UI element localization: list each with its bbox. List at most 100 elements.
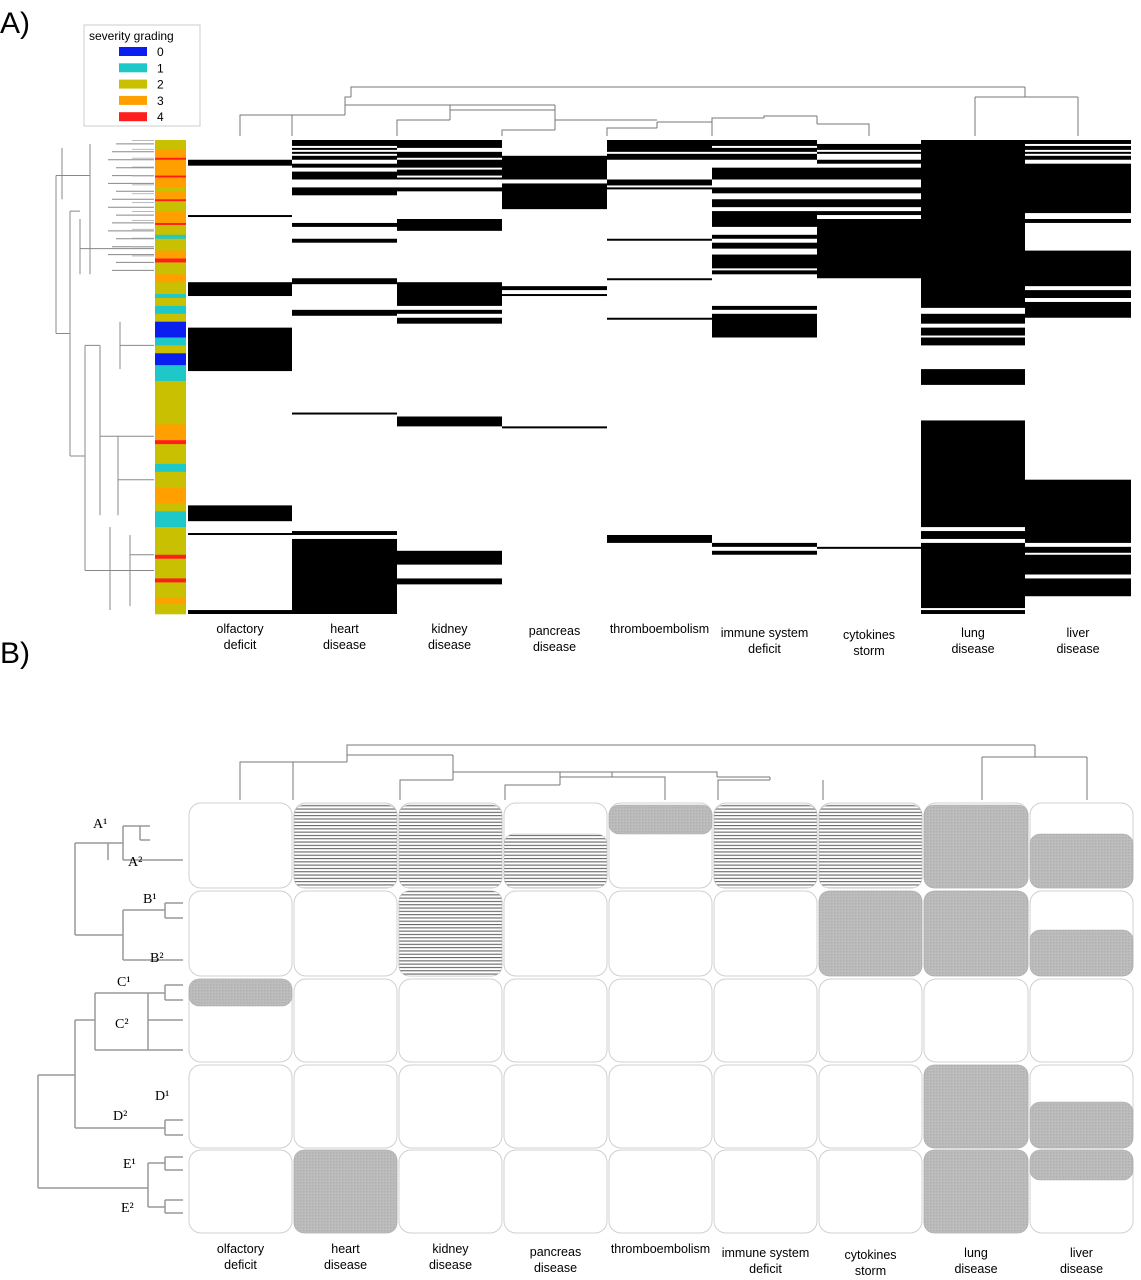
severity-cell xyxy=(155,503,186,512)
grid-cell xyxy=(293,890,398,977)
presence-block-heart-disease xyxy=(292,155,397,160)
presence-block-cytokines-storm xyxy=(817,159,921,164)
presence-block-heart-disease xyxy=(292,140,397,146)
panel-b-col-label-line: deficit xyxy=(749,1262,782,1276)
presence-block-lung-disease xyxy=(921,420,1025,528)
presence-block-kidney-disease xyxy=(397,177,502,180)
panel-b-col-label-line: disease xyxy=(324,1258,367,1272)
severity-cell xyxy=(155,157,186,161)
grid-cell xyxy=(293,1064,398,1149)
legend-label-4: 4 xyxy=(157,110,164,124)
presence-block-thromboembolism xyxy=(607,187,712,190)
panel-a-label: A) xyxy=(0,7,30,40)
grid-cell xyxy=(188,1149,293,1234)
panel-a-col-label-1: heart disease xyxy=(323,622,366,652)
presence-block-immune-system-deficit xyxy=(712,234,817,239)
summary-cell-hatched-kidney-disease xyxy=(398,890,503,977)
severity-cell xyxy=(155,487,186,504)
severity-cell xyxy=(155,353,186,366)
presence-block-pancreas-disease xyxy=(502,294,607,297)
presence-block-liver-disease xyxy=(1025,554,1131,575)
row-tick xyxy=(132,246,154,248)
panel-b-col-label-line: olfactory xyxy=(217,1242,265,1256)
severity-cell xyxy=(155,298,186,307)
severity-cell xyxy=(155,258,186,263)
presence-block-immune-system-deficit xyxy=(712,254,817,269)
severity-cell xyxy=(155,175,186,178)
cluster-label-7: D² xyxy=(113,1109,127,1124)
row-tick xyxy=(132,157,154,159)
panel-b-label: B) xyxy=(0,637,30,670)
panel-b-col-label-2: kidney disease xyxy=(429,1242,472,1272)
panel-b-col-label-line: disease xyxy=(1060,1262,1103,1276)
grid-cell xyxy=(818,1149,923,1234)
presence-block-olfactory-deficit xyxy=(188,282,292,297)
panel-b-col-label-3: pancreas disease xyxy=(530,1245,581,1275)
summary-cell-hatched-heart-disease xyxy=(293,804,398,889)
presence-block-immune-system-deficit xyxy=(712,199,817,208)
panel-a-col-label-line: disease xyxy=(428,638,471,652)
legend-label-2: 2 xyxy=(157,78,164,92)
panel-a-col-label-3: pancreas disease xyxy=(529,624,580,654)
severity-cell xyxy=(155,598,186,605)
presence-block-immune-system-deficit xyxy=(712,140,817,146)
severity-cell xyxy=(155,140,186,151)
row-tick xyxy=(132,255,154,257)
panel-a-col-label-line: disease xyxy=(533,640,576,654)
legend-swatch-1 xyxy=(119,63,147,73)
row-tick xyxy=(132,148,154,150)
cluster-label-8: E¹ xyxy=(123,1157,136,1172)
grid-cell xyxy=(503,1149,608,1234)
grid-cell xyxy=(398,1064,503,1149)
grid-cell xyxy=(398,978,503,1063)
panel-a-column-dendrogram xyxy=(239,86,1079,136)
severity-cell xyxy=(155,511,186,528)
severity-cell xyxy=(155,224,186,236)
presence-block-cytokines-storm xyxy=(817,187,921,194)
severity-cell xyxy=(155,211,186,224)
cluster-label-4: C¹ xyxy=(117,975,131,990)
severity-cell xyxy=(155,222,186,226)
presence-block-heart-disease xyxy=(292,147,397,150)
presence-block-liver-disease xyxy=(1025,578,1131,597)
presence-block-kidney-disease xyxy=(397,219,502,231)
presence-block-thromboembolism xyxy=(607,153,712,160)
presence-block-olfactory-deficit xyxy=(188,215,292,218)
panel-b-col-label-line: disease xyxy=(534,1261,577,1275)
presence-block-kidney-disease xyxy=(397,578,502,585)
severity-cell xyxy=(155,337,186,346)
panel-a-col-label-line: disease xyxy=(1056,642,1099,656)
cluster-label-2: B¹ xyxy=(143,892,157,907)
panel-b-cluster-labels: A¹ A² B¹ B² C¹ C² D¹ D² E¹ E² xyxy=(93,817,169,1216)
panel-a-col-label-line: pancreas xyxy=(529,624,580,638)
summary-cell-grey-lung-disease xyxy=(923,1149,1029,1234)
grid-cell xyxy=(188,802,293,889)
presence-block-heart-disease xyxy=(292,151,397,154)
presence-block-liver-disease xyxy=(1025,546,1131,553)
presence-block-heart-disease xyxy=(292,222,397,227)
presence-block-lung-disease xyxy=(921,140,1025,308)
cluster-label-3: B² xyxy=(150,951,164,966)
legend-swatch-2 xyxy=(119,79,147,89)
severity-cell xyxy=(155,582,186,599)
summary-cell-grey-liver-disease xyxy=(1029,833,1134,889)
grid-cell xyxy=(818,978,923,1063)
panel-a-col-label-7: lung disease xyxy=(951,626,994,656)
row-tick xyxy=(132,193,154,195)
panel-b-col-label-line: kidney xyxy=(432,1242,469,1256)
summary-cell-grey-thromboembolism xyxy=(608,804,713,835)
summary-cell-hatched-cytokines-storm xyxy=(818,804,923,889)
panel-b-col-label-5: immune system deficit xyxy=(722,1246,810,1276)
presence-block-pancreas-disease xyxy=(502,155,607,180)
panel-b-col-label-line: pancreas xyxy=(530,1245,581,1259)
grid-cell xyxy=(608,890,713,977)
presence-block-cytokines-storm xyxy=(817,211,921,216)
presence-block-immune-system-deficit xyxy=(712,153,817,160)
panel-b-col-label-8: liver disease xyxy=(1060,1246,1103,1276)
presence-block-lung-disease xyxy=(921,313,1025,324)
presence-block-kidney-disease xyxy=(397,317,502,324)
panel-b-summary-grid xyxy=(188,802,1134,1234)
legend-label-0: 0 xyxy=(157,45,164,59)
severity-cell xyxy=(155,282,186,295)
